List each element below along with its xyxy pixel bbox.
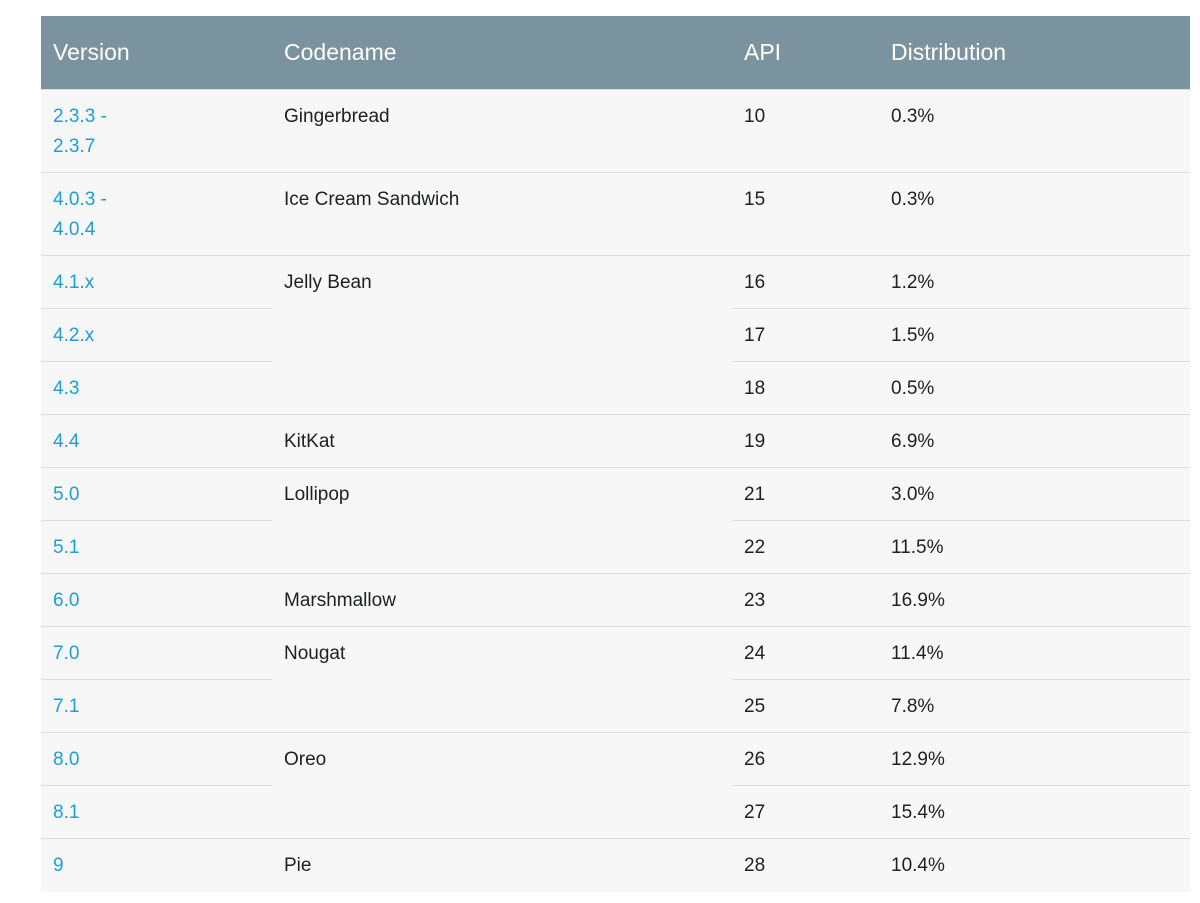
version-link[interactable]: 8.0 — [53, 749, 80, 770]
codename-cell: Lollipop — [272, 467, 732, 574]
version-cell: 4.4 — [41, 414, 272, 468]
table-row: 4.4 KitKat 19 6.9% — [41, 414, 1190, 468]
version-cell: 7.0 — [41, 626, 272, 680]
version-link[interactable]: 4.0.3 - 4.0.4 — [53, 189, 107, 240]
version-cell: 4.3 — [41, 361, 272, 415]
version-link[interactable]: 6.0 — [53, 590, 80, 611]
api-cell: 19 — [732, 414, 879, 468]
version-cell: 8.0 — [41, 732, 272, 786]
version-link[interactable]: 5.0 — [53, 484, 80, 505]
version-link[interactable]: 5.1 — [53, 537, 80, 558]
version-cell: 8.1 — [41, 785, 272, 839]
codename-cell: Oreo — [272, 732, 732, 839]
header-distribution: Distribution — [879, 16, 1190, 90]
distribution-cell: 6.9% — [879, 414, 1190, 468]
codename-cell: Pie — [272, 838, 732, 892]
api-cell: 24 — [732, 626, 879, 680]
distribution-cell: 0.5% — [879, 361, 1190, 415]
table-row: 7.0 Nougat 24 11.4% — [41, 626, 1190, 733]
header-codename: Codename — [272, 16, 732, 90]
distribution-cell: 1.5% — [879, 308, 1190, 362]
distribution-table-container: Version Codename API Distribution 2.3.3 … — [41, 16, 1190, 892]
codename-cell: Gingerbread — [272, 89, 732, 173]
version-cell: 9 — [41, 838, 272, 892]
distribution-cell: 11.4% — [879, 626, 1190, 680]
android-distribution-table: Version Codename API Distribution 2.3.3 … — [41, 16, 1190, 892]
codename-cell: Jelly Bean — [272, 255, 732, 415]
version-link[interactable]: 9 — [53, 855, 64, 876]
table-row: 7.1 25 7.8% — [41, 679, 1190, 733]
version-link[interactable]: 4.2.x — [53, 325, 95, 346]
version-link[interactable]: 7.1 — [53, 696, 80, 717]
api-cell: 22 — [732, 520, 879, 574]
header-api: API — [732, 16, 879, 90]
version-cell: 4.1.x — [41, 255, 272, 309]
table-row: 4.1.x Jelly Bean 16 1.2% — [41, 255, 1190, 415]
api-cell: 17 — [732, 308, 879, 362]
api-cell: 25 — [732, 679, 879, 733]
table-header-row: Version Codename API Distribution — [41, 16, 1190, 90]
table-row: 4.3 18 0.5% — [41, 361, 1190, 415]
api-cell: 15 — [732, 172, 879, 256]
header-version: Version — [41, 16, 272, 90]
distribution-cell: 3.0% — [879, 467, 1190, 521]
api-cell: 26 — [732, 732, 879, 786]
distribution-cell: 0.3% — [879, 89, 1190, 173]
version-cell: 4.2.x — [41, 308, 272, 362]
table-row: 4.0.3 - 4.0.4 Ice Cream Sandwich 15 0.3% — [41, 172, 1190, 256]
table-row: 8.1 27 15.4% — [41, 785, 1190, 839]
api-cell: 28 — [732, 838, 879, 892]
distribution-cell: 11.5% — [879, 520, 1190, 574]
table-row: 8.0 Oreo 26 12.9% — [41, 732, 1190, 839]
table-row: 4.2.x 17 1.5% — [41, 308, 1190, 362]
distribution-cell: 12.9% — [879, 732, 1190, 786]
table-row: 9 Pie 28 10.4% — [41, 838, 1190, 892]
codename-cell: Nougat — [272, 626, 732, 733]
version-cell: 7.1 — [41, 679, 272, 733]
distribution-cell: 16.9% — [879, 573, 1190, 627]
version-link[interactable]: 4.4 — [53, 431, 80, 452]
version-cell: 6.0 — [41, 573, 272, 627]
table-row: 5.0 Lollipop 21 3.0% — [41, 467, 1190, 574]
codename-cell: KitKat — [272, 414, 732, 468]
api-cell: 10 — [732, 89, 879, 173]
table-row: 2.3.3 - 2.3.7 Gingerbread 10 0.3% — [41, 89, 1190, 173]
api-cell: 21 — [732, 467, 879, 521]
distribution-cell: 7.8% — [879, 679, 1190, 733]
distribution-cell: 1.2% — [879, 255, 1190, 309]
distribution-cell: 10.4% — [879, 838, 1190, 892]
version-link[interactable]: 7.0 — [53, 643, 80, 664]
version-link[interactable]: 2.3.3 - 2.3.7 — [53, 106, 107, 157]
version-cell: 5.1 — [41, 520, 272, 574]
table-row: 6.0 Marshmallow 23 16.9% — [41, 573, 1190, 627]
version-cell: 4.0.3 - 4.0.4 — [41, 172, 272, 256]
table-row: 5.1 22 11.5% — [41, 520, 1190, 574]
distribution-cell: 0.3% — [879, 172, 1190, 256]
codename-cell: Marshmallow — [272, 573, 732, 627]
version-link[interactable]: 4.3 — [53, 378, 80, 399]
distribution-cell: 15.4% — [879, 785, 1190, 839]
api-cell: 27 — [732, 785, 879, 839]
api-cell: 18 — [732, 361, 879, 415]
api-cell: 16 — [732, 255, 879, 309]
version-cell: 5.0 — [41, 467, 272, 521]
codename-cell: Ice Cream Sandwich — [272, 172, 732, 256]
version-link[interactable]: 4.1.x — [53, 272, 95, 293]
api-cell: 23 — [732, 573, 879, 627]
version-link[interactable]: 8.1 — [53, 802, 80, 823]
version-cell: 2.3.3 - 2.3.7 — [41, 89, 272, 173]
